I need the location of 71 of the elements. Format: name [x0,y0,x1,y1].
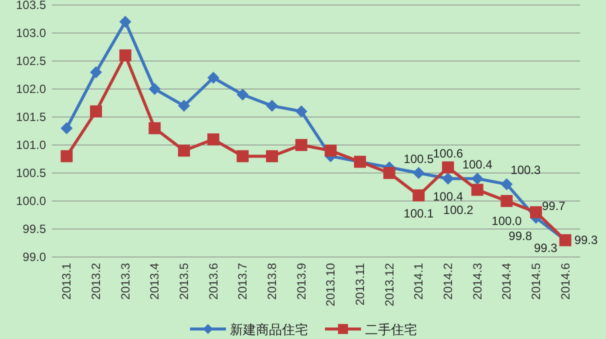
data-label: 100.4 [462,158,493,172]
point [266,100,278,112]
point [266,150,278,162]
x-tick-label: 2014.2 [441,262,455,300]
y-tick-label: 102.5 [16,54,46,68]
x-tick-label: 2014.1 [412,262,426,300]
point [471,172,484,185]
point [236,88,249,101]
y-tick-label: 101.5 [16,110,46,124]
point [442,172,454,185]
y-tick-label: 101.0 [16,138,46,152]
data-label: 100.5 [404,152,434,166]
y-tick-label: 103.0 [16,26,46,40]
point [295,139,308,151]
data-label: 100.1 [404,206,434,220]
x-tick-label: 2013.10 [324,262,338,306]
point [148,83,161,95]
x-tick-label: 2013.8 [265,262,279,300]
x-tick-label: 2013.11 [353,262,367,306]
x-tick-label: 2013.4 [148,262,162,300]
x-tick-label: 2014.4 [500,262,514,300]
point [119,16,132,28]
data-label: 99.3 [574,233,598,248]
data-label: 100.6 [432,146,464,160]
y-tick-label: 100.5 [16,166,46,180]
y-tick-label: 100.0 [16,194,46,208]
data-label: 99.7 [542,198,566,213]
point [412,167,425,179]
point [148,122,161,134]
point [178,144,190,157]
point [324,144,337,157]
point [442,161,454,174]
x-tick-label: 2013.7 [236,262,250,300]
point [500,178,513,190]
point [471,184,484,196]
x-tick-label: 2014.6 [558,262,572,300]
x-tick-label: 2014.3 [470,262,484,300]
data-label: 100.2 [443,202,474,217]
point [236,150,249,162]
data-label: 100.3 [510,163,542,178]
x-tick-label: 2013.12 [382,262,396,306]
x-tick-label: 2014.5 [529,262,543,300]
point [530,206,542,218]
x-tick-label: 2013.2 [89,262,103,300]
point [60,150,73,162]
point [383,167,396,179]
y-tick-label: 103.5 [16,0,46,12]
point [178,100,190,112]
x-tick-label: 2013.6 [206,262,220,300]
data-label: 100.4 [432,190,464,204]
point [295,105,308,118]
data-label: 100.0 [492,214,522,228]
point [90,66,102,78]
x-tick-label: 2013.5 [177,262,191,300]
point [90,105,102,118]
legend-label: 新建商品住宅 [230,322,308,337]
point [207,133,220,146]
x-tick-label: 2013.9 [294,262,308,300]
legend-label: 二手住宅 [365,322,417,337]
y-tick-label: 102.0 [16,82,46,96]
x-tick-label: 2013.1 [60,262,74,300]
point [207,72,220,84]
point [412,189,425,202]
point [60,122,73,134]
x-tick-label: 2013.3 [118,262,132,300]
point [119,49,132,62]
point [500,195,513,207]
data-label: 99.8 [508,229,532,244]
data-label: 99.3 [534,241,558,256]
y-tick-label: 99.5 [22,222,46,236]
y-tick-label: 99.0 [22,250,46,264]
